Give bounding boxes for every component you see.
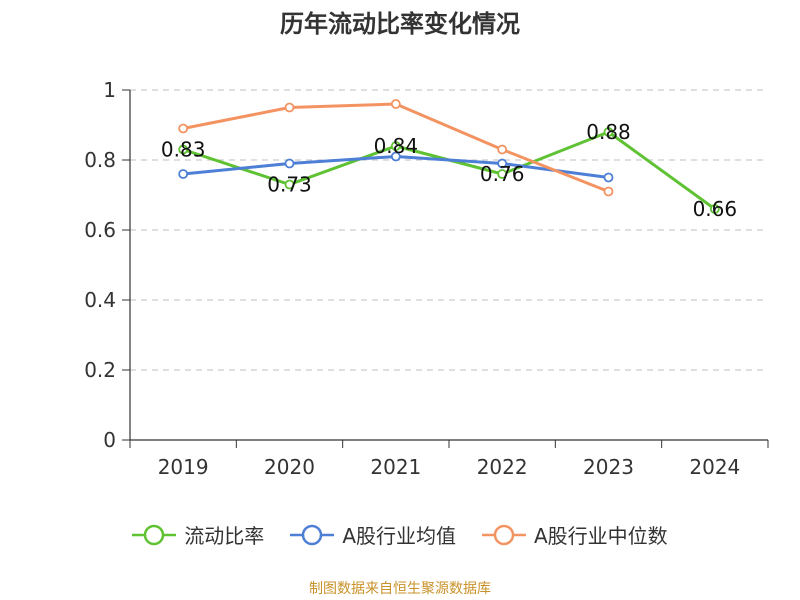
data-point bbox=[178, 123, 189, 134]
grid-lines bbox=[130, 89, 768, 371]
x-tick-label: 2020 bbox=[264, 455, 315, 479]
legend-label: A股行业中位数 bbox=[534, 524, 668, 548]
y-tick-label: 1 bbox=[103, 78, 116, 102]
data-label: 0.84 bbox=[374, 134, 419, 158]
data-point bbox=[390, 151, 401, 162]
y-tick-label: 0.8 bbox=[84, 148, 116, 172]
data-point bbox=[603, 172, 614, 183]
y-tick-label: 0.2 bbox=[84, 358, 116, 382]
y-tick-label: 0.6 bbox=[84, 218, 116, 242]
legend-swatch-icon bbox=[290, 524, 335, 545]
data-label: 0.88 bbox=[586, 120, 631, 144]
data-label: 0.73 bbox=[267, 173, 312, 197]
legend-swatch-icon bbox=[132, 524, 177, 545]
data-point bbox=[390, 99, 401, 109]
legend-label: A股行业均值 bbox=[342, 524, 456, 548]
series-lines bbox=[178, 99, 720, 214]
x-tick-label: 2022 bbox=[477, 455, 528, 479]
x-tick-label: 2024 bbox=[689, 455, 740, 479]
data-point bbox=[709, 204, 720, 214]
data-point bbox=[603, 127, 614, 137]
data-point bbox=[284, 158, 295, 169]
data-point bbox=[497, 158, 508, 169]
data-labels: 0.83 0.73 0.84 0.76 0.88 0.66 bbox=[161, 120, 737, 221]
data-point bbox=[284, 179, 295, 190]
legend-item-industry-mean[interactable]: A股行业均值 bbox=[290, 520, 456, 549]
legend: 流动比率 A股行业均值 A股行业中位数 bbox=[0, 520, 800, 549]
y-tick-label: 0.4 bbox=[84, 288, 116, 312]
data-point bbox=[178, 144, 189, 155]
legend-item-current-ratio[interactable]: 流动比率 bbox=[132, 520, 264, 549]
data-point bbox=[603, 186, 614, 197]
series-line bbox=[182, 130, 716, 211]
data-point bbox=[497, 169, 508, 179]
legend-label: 流动比率 bbox=[184, 524, 265, 548]
data-label: 0.66 bbox=[693, 197, 738, 221]
x-tick-label: 2021 bbox=[370, 455, 421, 479]
x-tick-label: 2019 bbox=[158, 455, 209, 479]
legend-item-industry-median[interactable]: A股行业中位数 bbox=[482, 520, 668, 549]
chart-title: 历年流动比率变化情况 bbox=[280, 10, 520, 38]
data-point bbox=[390, 141, 401, 151]
data-point bbox=[284, 102, 295, 113]
axes: 0 0.2 0.4 0.6 0.8 1 2019 2020 2021 2022 2023 2024 bbox=[84, 78, 769, 479]
y-tick-label: 0 bbox=[103, 428, 116, 452]
data-label: 0.76 bbox=[480, 162, 525, 186]
x-tick-label: 2023 bbox=[583, 455, 634, 479]
data-point bbox=[178, 169, 189, 179]
data-label: 0.83 bbox=[161, 138, 206, 162]
source-note: 制图数据来自恒生聚源数据库 bbox=[309, 581, 491, 597]
data-point bbox=[497, 144, 508, 155]
legend-swatch-icon bbox=[482, 524, 526, 545]
